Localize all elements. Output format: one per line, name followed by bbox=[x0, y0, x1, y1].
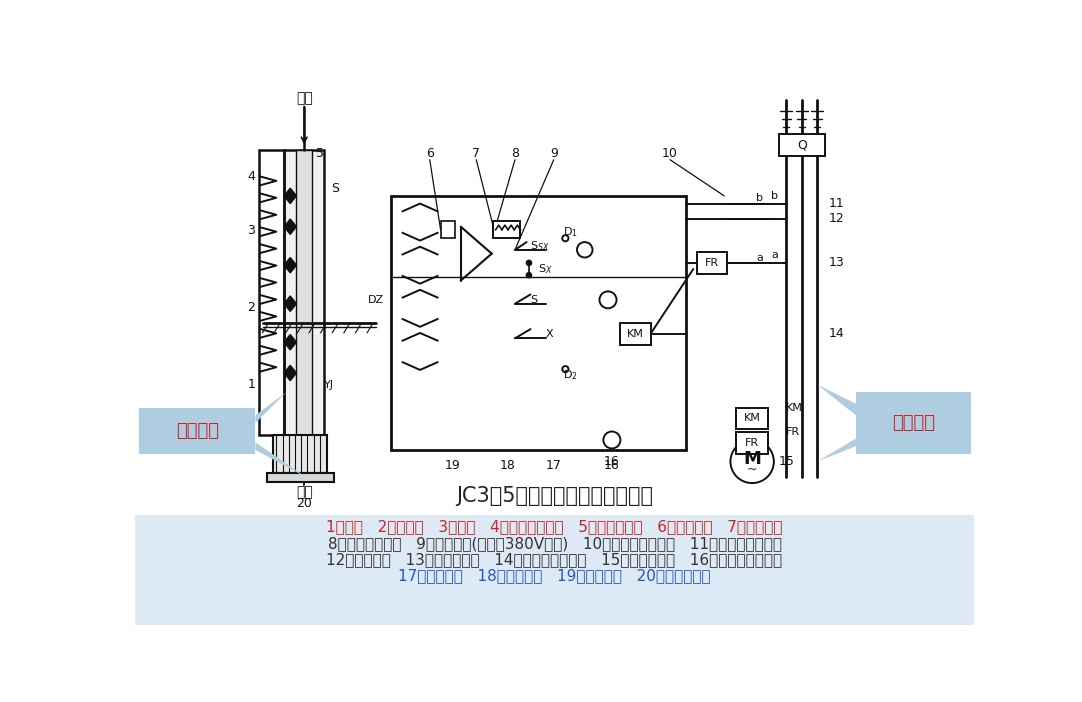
Polygon shape bbox=[285, 258, 296, 273]
Text: S: S bbox=[530, 295, 538, 305]
Bar bbox=[273, 435, 328, 473]
Circle shape bbox=[599, 291, 617, 308]
Bar bbox=[620, 323, 650, 345]
Polygon shape bbox=[856, 392, 971, 453]
Text: 1: 1 bbox=[248, 378, 255, 391]
Text: 2: 2 bbox=[248, 301, 255, 314]
Text: ~: ~ bbox=[747, 463, 757, 476]
Text: a: a bbox=[756, 253, 763, 263]
Text: YJ: YJ bbox=[324, 380, 334, 390]
Text: 16: 16 bbox=[604, 459, 620, 472]
Text: M: M bbox=[743, 450, 761, 468]
Text: KM: KM bbox=[787, 403, 803, 413]
Bar bbox=[736, 432, 768, 453]
Polygon shape bbox=[285, 188, 296, 204]
Text: D$_1$: D$_1$ bbox=[564, 225, 578, 239]
Text: 15: 15 bbox=[779, 455, 794, 468]
Circle shape bbox=[604, 432, 620, 449]
Polygon shape bbox=[285, 334, 296, 350]
Bar bbox=[493, 221, 520, 238]
Text: 8一手动复位按钮   9一降压按钮(电源为380V时用)   10一压缩机电源开关   11一高低压力控制器: 8一手动复位按钮 9一降压按钮(电源为380V时用) 10一压缩机电源开关 11… bbox=[328, 536, 781, 550]
Text: JC3．5型油压差控制器工作原理: JC3．5型油压差控制器工作原理 bbox=[456, 486, 654, 506]
Circle shape bbox=[527, 273, 531, 277]
Text: 17: 17 bbox=[545, 459, 562, 472]
Circle shape bbox=[577, 242, 593, 258]
Text: 低压: 低压 bbox=[295, 91, 313, 105]
Text: S: S bbox=[331, 182, 339, 194]
Bar bbox=[736, 408, 768, 429]
Text: 压差开关: 压差开关 bbox=[175, 422, 219, 439]
Bar bbox=[296, 150, 312, 435]
Circle shape bbox=[527, 260, 531, 265]
Polygon shape bbox=[817, 439, 856, 461]
Bar bbox=[267, 473, 333, 482]
Text: KM: KM bbox=[743, 413, 761, 423]
Text: 16: 16 bbox=[604, 455, 620, 468]
Text: X: X bbox=[546, 329, 554, 340]
Text: 19: 19 bbox=[445, 459, 461, 472]
Text: DZ: DZ bbox=[368, 295, 383, 305]
Text: 3: 3 bbox=[248, 224, 255, 237]
Text: 延时开关: 延时开关 bbox=[892, 414, 935, 432]
Text: FR: FR bbox=[745, 438, 760, 448]
Text: 高压: 高压 bbox=[295, 485, 313, 499]
Text: S$_X$: S$_X$ bbox=[538, 262, 553, 276]
Text: FR: FR bbox=[787, 428, 801, 437]
Text: KM: KM bbox=[626, 329, 644, 339]
Polygon shape bbox=[817, 385, 856, 416]
Text: Q: Q bbox=[796, 138, 807, 152]
Bar bbox=[440, 221, 454, 238]
Text: 10: 10 bbox=[662, 147, 678, 160]
Text: 18: 18 bbox=[499, 459, 515, 472]
Polygon shape bbox=[140, 408, 255, 453]
Polygon shape bbox=[255, 442, 306, 477]
Polygon shape bbox=[255, 392, 287, 423]
Text: 14: 14 bbox=[829, 327, 845, 340]
Bar bbox=[135, 515, 974, 625]
Text: 1一杠杆   2一主弹簧   3一顶杆   4一压差调节螺钉   5一低压波纹管   6一实验按钮   7一电加热器: 1一杠杆 2一主弹簧 3一顶杆 4一压差调节螺钉 5一低压波纹管 6一实验按钮 … bbox=[327, 519, 782, 534]
Text: 9: 9 bbox=[550, 147, 557, 160]
Bar bbox=[260, 150, 285, 435]
Text: 13: 13 bbox=[829, 256, 845, 270]
Circle shape bbox=[563, 235, 568, 241]
Text: b: b bbox=[756, 193, 763, 203]
Circle shape bbox=[730, 440, 774, 483]
Bar bbox=[285, 150, 325, 435]
Polygon shape bbox=[285, 296, 296, 312]
Polygon shape bbox=[285, 219, 296, 234]
Text: 12一热继电器   13一事故信号灯   14一交流接触器线圈   15一压缩机电机   16一正常工作指示灯: 12一热继电器 13一事故信号灯 14一交流接触器线圈 15一压缩机电机 16一… bbox=[327, 552, 782, 567]
Bar bbox=[779, 134, 824, 156]
Text: 12: 12 bbox=[829, 213, 845, 225]
Text: 4: 4 bbox=[248, 170, 255, 183]
Bar bbox=[391, 196, 686, 450]
Text: FR: FR bbox=[704, 258, 718, 268]
Text: 5: 5 bbox=[316, 147, 324, 160]
Text: 7: 7 bbox=[472, 147, 480, 160]
Circle shape bbox=[563, 366, 568, 372]
Text: 20: 20 bbox=[296, 498, 312, 510]
Text: 17一延时开关   18一双金属片   19一压差开关   20一高压波纹管: 17一延时开关 18一双金属片 19一压差开关 20一高压波纹管 bbox=[398, 568, 711, 583]
Text: 6: 6 bbox=[426, 147, 434, 160]
Text: 11: 11 bbox=[829, 197, 845, 210]
Text: D$_2$: D$_2$ bbox=[564, 369, 578, 382]
Text: a: a bbox=[771, 250, 778, 260]
Text: b: b bbox=[771, 191, 778, 201]
Polygon shape bbox=[285, 365, 296, 380]
Text: S$_{SX}$: S$_{SX}$ bbox=[530, 239, 550, 253]
Text: 8: 8 bbox=[511, 147, 519, 160]
Bar bbox=[697, 252, 727, 274]
